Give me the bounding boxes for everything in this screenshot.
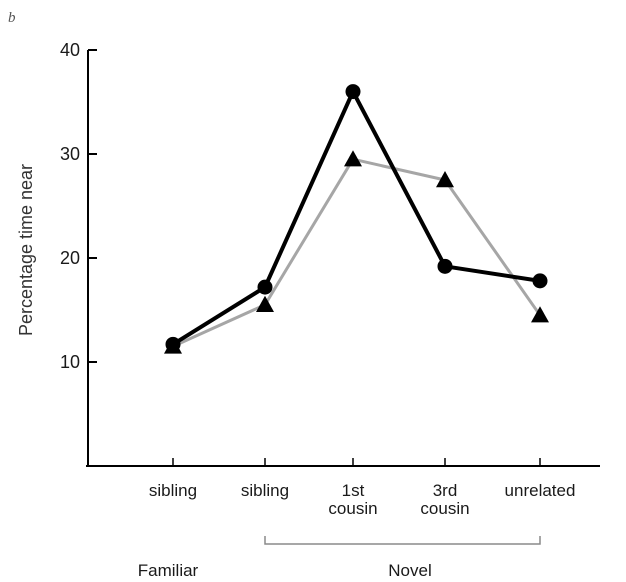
group-label: Novel bbox=[388, 561, 431, 580]
triangle-point bbox=[344, 150, 362, 167]
triangle-point bbox=[436, 171, 454, 188]
circle-point bbox=[532, 273, 548, 289]
x-tick-label: cousin bbox=[328, 499, 377, 518]
y-tick-label: 20 bbox=[60, 248, 80, 268]
triangle-point bbox=[256, 295, 274, 312]
circle-point bbox=[165, 336, 181, 352]
x-tick-label: 3rd bbox=[433, 481, 458, 500]
series-line-circle bbox=[171, 89, 541, 347]
series-line-triangle bbox=[172, 157, 542, 348]
panel-letter: b bbox=[8, 10, 16, 26]
x-tick-label: sibling bbox=[149, 481, 197, 500]
x-tick-label: 1st bbox=[342, 481, 365, 500]
circle-point bbox=[257, 279, 273, 295]
group-label: Familiar bbox=[138, 561, 199, 580]
triangle-point bbox=[531, 306, 549, 323]
y-tick-label: 10 bbox=[60, 352, 80, 372]
y-tick-label: 40 bbox=[60, 40, 80, 60]
x-tick-label: sibling bbox=[241, 481, 289, 500]
group-bracket bbox=[264, 536, 541, 545]
x-tick-label: cousin bbox=[420, 499, 469, 518]
y-tick-label: 30 bbox=[60, 144, 80, 164]
circle-point bbox=[437, 258, 453, 274]
y-axis-label: Percentage time near bbox=[16, 164, 36, 336]
x-tick-label: unrelated bbox=[505, 481, 576, 500]
circle-point bbox=[345, 84, 361, 100]
